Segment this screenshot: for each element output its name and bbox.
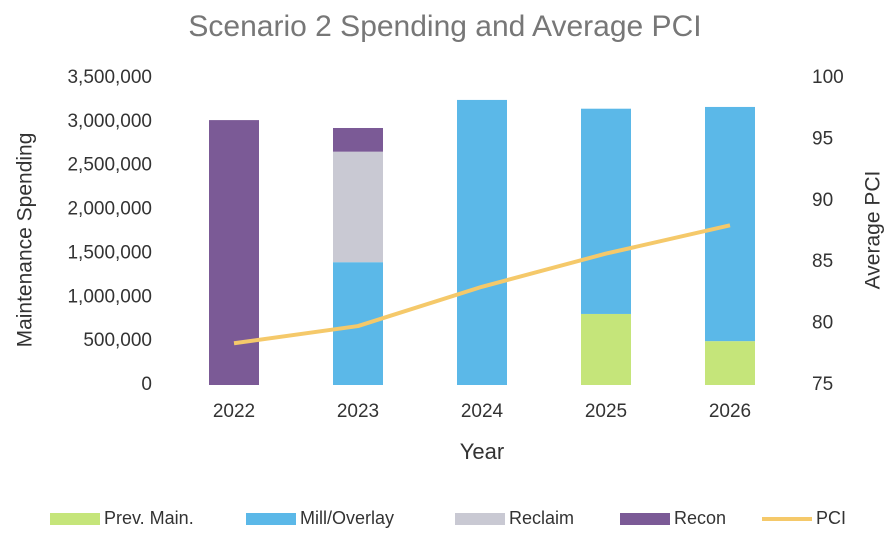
- legend-label: Recon: [674, 508, 726, 528]
- legend-swatch: [50, 513, 100, 525]
- x-tick-label: 2026: [709, 401, 751, 422]
- legend-label: Reclaim: [509, 508, 574, 528]
- x-tick-label: 2023: [337, 401, 379, 422]
- x-tick-label: 2024: [461, 401, 504, 422]
- bar-segment: [333, 151, 383, 263]
- y-tick-label: 0: [141, 374, 152, 395]
- legend-swatch: [620, 513, 670, 525]
- y-tick-label: 2,000,000: [67, 199, 152, 220]
- legend-swatch: [455, 513, 505, 525]
- y2-tick-label: 75: [812, 374, 833, 395]
- x-axis-title: Year: [460, 439, 504, 464]
- bar-segment: [209, 120, 259, 386]
- y-tick-label: 1,000,000: [67, 286, 152, 307]
- bar-segment: [705, 341, 755, 385]
- y-tick-label: 500,000: [83, 330, 152, 351]
- bar-segment: [581, 313, 631, 385]
- bar-segment: [457, 99, 507, 385]
- y2-tick-label: 80: [812, 313, 833, 334]
- y2-axis-title: Average PCI: [862, 171, 885, 290]
- legend-label: Prev. Main.: [104, 508, 194, 528]
- y2-tick-label: 95: [812, 128, 833, 149]
- bar-segment: [333, 262, 383, 385]
- legend-label: Mill/Overlay: [300, 508, 394, 528]
- bar-segment: [581, 108, 631, 314]
- bar-segment: [705, 106, 755, 342]
- y-tick-label: 1,500,000: [67, 242, 152, 263]
- x-tick-label: 2022: [213, 401, 255, 422]
- legend-swatch: [246, 513, 296, 525]
- bar-segment: [333, 127, 383, 152]
- y2-tick-label: 100: [812, 67, 844, 88]
- y-tick-label: 3,000,000: [67, 111, 152, 132]
- line-series: [233, 223, 731, 346]
- legend-label: PCI: [816, 508, 846, 528]
- y2-tick-label: 85: [812, 251, 833, 272]
- x-tick-label: 2025: [585, 401, 627, 422]
- chart-title: Scenario 2 Spending and Average PCI: [188, 10, 701, 43]
- y2-tick-label: 90: [812, 190, 833, 211]
- y-tick-label: 3,500,000: [67, 67, 152, 88]
- y-tick-label: 2,500,000: [67, 155, 152, 176]
- y-axis-title: Maintenance Spending: [14, 133, 37, 348]
